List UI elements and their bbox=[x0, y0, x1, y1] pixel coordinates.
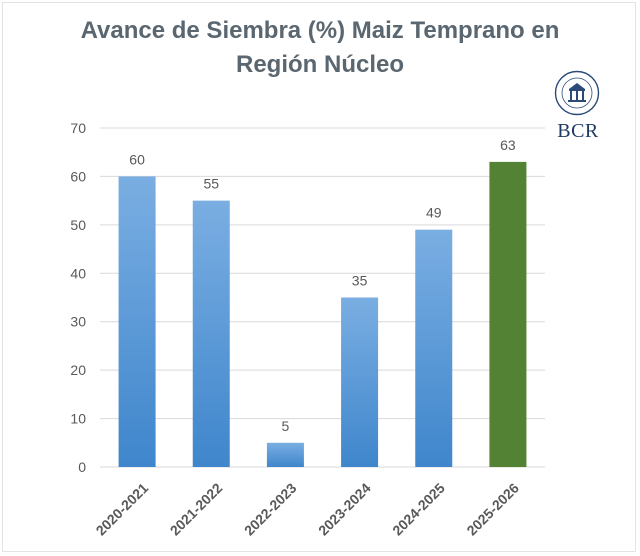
chart-title: Avance de Siembra (%) Maiz Temprano en R… bbox=[60, 14, 580, 82]
x-tick-label: 2022-2023 bbox=[241, 480, 300, 539]
x-tick-label: 2023-2024 bbox=[315, 480, 374, 539]
bar bbox=[489, 161, 527, 467]
y-tick-label: 30 bbox=[70, 314, 86, 330]
data-label: 5 bbox=[282, 418, 290, 434]
data-label: 35 bbox=[352, 273, 368, 289]
chart-title-line-1: Avance de Siembra (%) Maiz Temprano en bbox=[80, 17, 560, 44]
x-tick-label: 2025-2026 bbox=[463, 480, 522, 539]
chart-frame bbox=[2, 2, 636, 552]
y-tick-label: 20 bbox=[70, 362, 86, 378]
bcr-logo-text: BCR bbox=[557, 120, 599, 142]
x-tick-label: 2020-2021 bbox=[93, 480, 152, 539]
y-tick-label: 70 bbox=[70, 120, 86, 136]
bar bbox=[266, 442, 304, 467]
bcr-logo: BCR bbox=[550, 70, 606, 150]
x-tick-label: 2021-2022 bbox=[167, 480, 226, 539]
bar bbox=[118, 176, 156, 467]
data-label: 60 bbox=[129, 151, 145, 167]
x-tick-label: 2024-2025 bbox=[389, 480, 448, 539]
y-tick-label: 10 bbox=[70, 411, 86, 427]
bars bbox=[118, 161, 527, 467]
y-tick-label: 40 bbox=[70, 265, 86, 281]
bcr-seal-icon bbox=[554, 70, 600, 116]
data-label: 49 bbox=[426, 205, 442, 221]
chart-title-line-2: Región Núcleo bbox=[235, 51, 404, 78]
y-tick-label: 50 bbox=[70, 217, 86, 233]
data-label: 63 bbox=[500, 137, 516, 153]
gridlines bbox=[100, 127, 545, 468]
y-tick-label: 60 bbox=[70, 168, 86, 184]
bar bbox=[192, 200, 230, 467]
bar bbox=[341, 297, 379, 467]
bar bbox=[415, 229, 453, 467]
y-tick-label: 0 bbox=[78, 459, 86, 475]
data-label: 55 bbox=[203, 176, 219, 192]
y-axis-ticks: 0 10 20 30 40 50 60 70 bbox=[70, 120, 86, 475]
x-axis-ticks: 2020-2021 2021-2022 2022-2023 2023-2024 2024… bbox=[93, 480, 523, 539]
